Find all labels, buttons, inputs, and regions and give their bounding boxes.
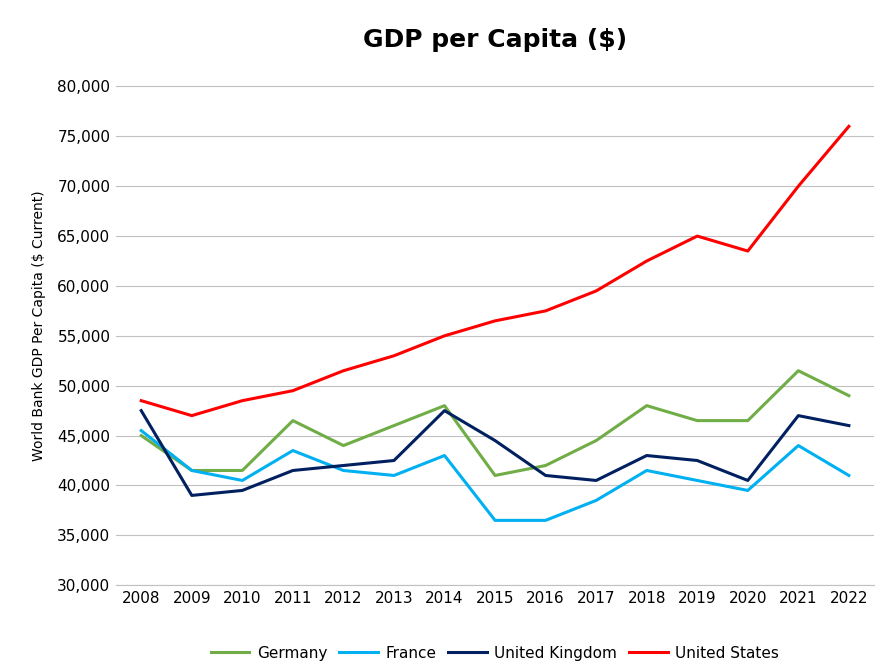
France: [287, 447, 298, 455]
United Kingdom: [844, 422, 855, 430]
France: [844, 471, 855, 479]
France: [793, 442, 804, 450]
United States: [237, 396, 248, 404]
United Kingdom: [742, 476, 753, 484]
Germany: [237, 467, 248, 475]
Germany: [742, 416, 753, 425]
United Kingdom: [338, 462, 349, 469]
Germany: [541, 462, 551, 469]
United States: [338, 366, 349, 374]
United Kingdom: [641, 452, 652, 460]
Germany: [692, 416, 703, 425]
Germany: [793, 366, 804, 374]
France: [490, 516, 500, 524]
United Kingdom: [389, 456, 400, 464]
United Kingdom: [186, 491, 197, 499]
France: [186, 467, 197, 475]
Germany: [439, 402, 450, 410]
United Kingdom: [287, 467, 298, 475]
United States: [136, 396, 146, 404]
Germany: [844, 392, 855, 400]
United Kingdom: [490, 436, 500, 444]
United Kingdom: [439, 406, 450, 415]
United States: [742, 247, 753, 255]
France: [338, 467, 349, 475]
Germany: [338, 442, 349, 450]
France: [439, 452, 450, 460]
United States: [793, 182, 804, 190]
United Kingdom: [793, 412, 804, 420]
Line: United States: United States: [141, 126, 849, 416]
United States: [844, 122, 855, 130]
Germany: [389, 422, 400, 430]
France: [742, 487, 753, 495]
France: [136, 427, 146, 435]
United States: [591, 287, 601, 295]
United States: [490, 317, 500, 325]
United States: [541, 307, 551, 315]
Germany: [186, 467, 197, 475]
United Kingdom: [541, 471, 551, 479]
France: [692, 476, 703, 484]
Line: France: France: [141, 431, 849, 520]
United Kingdom: [692, 456, 703, 464]
Germany: [287, 416, 298, 425]
Line: United Kingdom: United Kingdom: [141, 410, 849, 495]
Germany: [591, 436, 601, 444]
United Kingdom: [237, 487, 248, 495]
France: [591, 496, 601, 505]
Germany: [641, 402, 652, 410]
United Kingdom: [591, 476, 601, 484]
United States: [641, 257, 652, 265]
Title: GDP per Capita ($): GDP per Capita ($): [363, 28, 627, 52]
Germany: [136, 432, 146, 440]
United States: [389, 352, 400, 360]
France: [641, 467, 652, 475]
France: [541, 516, 551, 524]
United States: [439, 332, 450, 340]
United States: [692, 232, 703, 240]
France: [389, 471, 400, 479]
Legend: Germany, France, United Kingdom, United States: Germany, France, United Kingdom, United …: [205, 640, 785, 665]
Germany: [490, 471, 500, 479]
France: [237, 476, 248, 484]
United States: [287, 386, 298, 394]
Line: Germany: Germany: [141, 370, 849, 475]
United States: [186, 412, 197, 420]
Y-axis label: World Bank GDP Per Capita ($ Current): World Bank GDP Per Capita ($ Current): [32, 191, 46, 461]
United Kingdom: [136, 406, 146, 415]
